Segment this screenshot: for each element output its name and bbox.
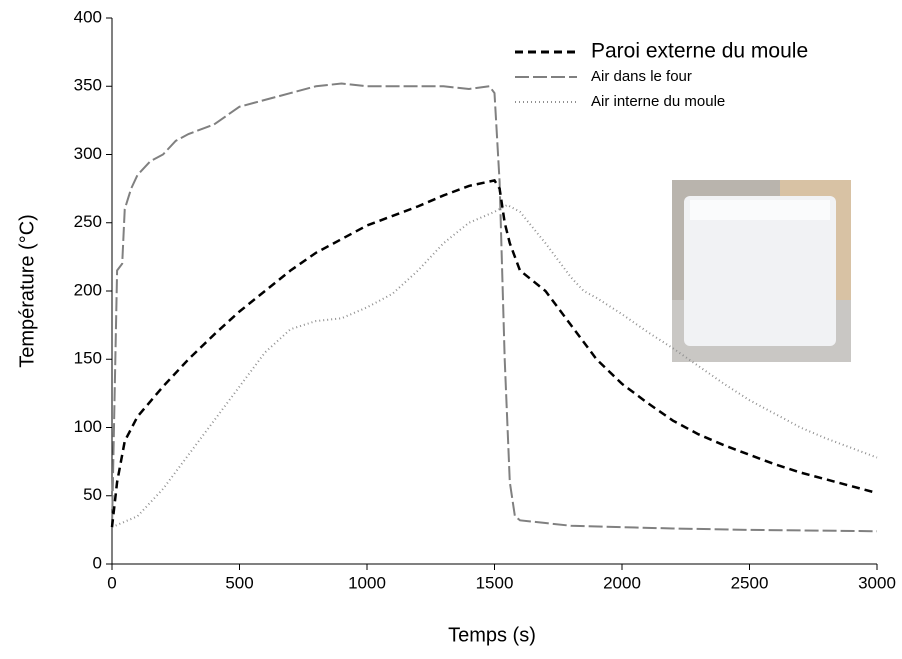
y-axis-label: Température (°C)	[16, 214, 38, 368]
x-tick-label: 3000	[858, 573, 896, 592]
x-tick-label: 1000	[348, 573, 386, 592]
x-axis-label: Temps (s)	[448, 624, 536, 646]
x-tick-label: 2000	[603, 573, 641, 592]
inset-photo	[672, 180, 851, 362]
y-tick-label: 150	[74, 349, 102, 368]
x-tick-label: 0	[107, 573, 116, 592]
y-tick-label: 200	[74, 280, 102, 299]
legend-label: Air dans le four	[591, 68, 692, 85]
legend-label: Paroi externe du moule	[591, 40, 808, 63]
series-line	[111, 82, 878, 533]
y-tick-label: 0	[93, 553, 102, 572]
y-tick-label: 250	[74, 212, 102, 231]
y-tick-label: 300	[74, 144, 102, 163]
y-tick-label: 400	[74, 7, 102, 26]
legend-label: Air interne du moule	[591, 93, 725, 110]
y-tick-label: 50	[83, 485, 102, 504]
x-tick-label: 500	[225, 573, 253, 592]
y-tick-label: 100	[74, 417, 102, 436]
x-tick-label: 2500	[731, 573, 769, 592]
y-tick-label: 350	[74, 76, 102, 95]
x-tick-label: 1500	[476, 573, 514, 592]
